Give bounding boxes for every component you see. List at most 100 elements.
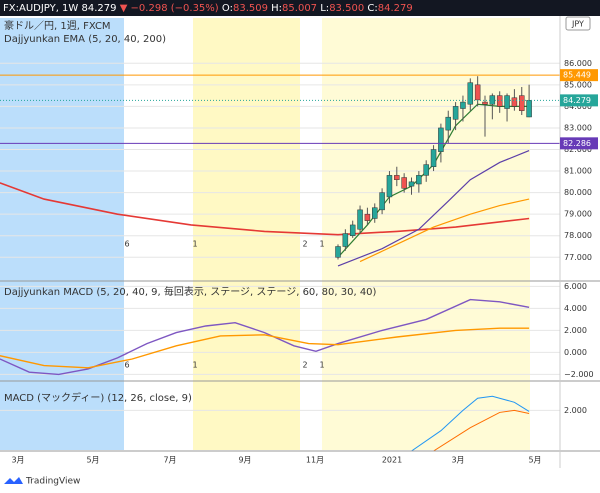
- x-tick-label: 2021: [382, 456, 402, 465]
- line: [433, 409, 530, 451]
- candle-body: [364, 213, 371, 221]
- candle-body: [526, 100, 532, 118]
- c-label: C:: [367, 3, 377, 14]
- last: 84.279: [82, 3, 117, 14]
- y-tick-label: 4.000: [564, 304, 587, 313]
- y-tick-label: 82.000: [564, 145, 592, 154]
- candle-body: [511, 97, 518, 107]
- x-tick-label: 5月: [86, 456, 99, 465]
- header: FX:AUDJPY, 1W 84.279 ▼ −0.298 (−0.35%) O…: [3, 3, 413, 14]
- y-tick-label: 79.000: [564, 210, 592, 219]
- candle-body: [379, 192, 385, 211]
- y-tick-label: 2.000: [564, 406, 587, 415]
- series-group: [0, 76, 532, 267]
- candle-body: [482, 101, 488, 105]
- plot: [0, 62, 560, 451]
- candle-body: [430, 149, 437, 167]
- yellow-band: [193, 18, 300, 450]
- event-marker: 2: [302, 240, 307, 249]
- l-label: L:: [320, 3, 329, 14]
- h-label: H:: [271, 3, 282, 14]
- line: [359, 198, 530, 263]
- candle-body: [445, 116, 451, 131]
- candle-body: [372, 207, 378, 219]
- line: [337, 150, 530, 267]
- o-label: O:: [222, 3, 233, 14]
- series-group: [411, 395, 530, 451]
- blue-band: [0, 18, 124, 450]
- candle-body: [401, 177, 407, 189]
- y-tick-label: 0.000: [564, 348, 587, 357]
- y-tick-label: 77.000: [564, 253, 592, 262]
- candle-body: [416, 175, 422, 185]
- y-tick-label: 80.000: [564, 188, 592, 197]
- event-marker: 1: [192, 361, 197, 370]
- candle-body: [496, 95, 503, 107]
- y-tick-label: 85.000: [564, 80, 592, 89]
- event-marker: 2: [302, 361, 307, 370]
- y-tick-label: 84.000: [564, 102, 592, 111]
- footer-bg: [0, 469, 600, 493]
- open: 83.509: [233, 3, 268, 14]
- line: [0, 327, 530, 369]
- candle-body: [423, 164, 429, 176]
- series-group: [0, 298, 530, 376]
- currency: JPY: [571, 20, 584, 29]
- x-tick-label: 3月: [11, 456, 24, 465]
- y-tick-label: 6.000: [564, 282, 587, 291]
- x-tick-label: 5月: [528, 456, 541, 465]
- x-tick-label: 9月: [238, 456, 251, 465]
- y-tick-label: 83.000: [564, 123, 592, 132]
- pane-title: Dajjyunkan MACD (5, 20, 40, 9, 毎回表示, ステー…: [4, 285, 377, 298]
- pane-title: 豪ドル／円, 1週, FXCM: [4, 19, 111, 32]
- price-tag: [560, 69, 598, 82]
- price-tag-label: 82.286: [563, 139, 591, 148]
- event-marker: 1: [192, 240, 197, 249]
- x-tick-label: 7月: [163, 456, 176, 465]
- y-tick-label: 2.000: [564, 326, 587, 335]
- candle-body: [452, 106, 459, 120]
- header-bar: [0, 0, 600, 16]
- candle-body: [408, 181, 415, 187]
- backgrounds: [0, 18, 530, 450]
- x-tick-label: 11月: [306, 456, 324, 465]
- high: 85.007: [282, 3, 317, 14]
- y-tick-label: 78.000: [564, 231, 592, 240]
- currency-box: [565, 16, 591, 31]
- candle-body: [460, 101, 466, 109]
- price-tag-label: 84.279: [563, 96, 591, 105]
- candle-body: [349, 224, 356, 236]
- logo: [4, 477, 23, 484]
- price-tag: [560, 137, 598, 150]
- event-marker: 1: [319, 361, 324, 370]
- line: [411, 395, 530, 451]
- indicator-title: Dajjyunkan EMA (5, 20, 40, 200): [4, 34, 166, 45]
- low: 83.500: [329, 3, 364, 14]
- candle-body: [394, 175, 400, 180]
- y-tick-label: 86.000: [564, 59, 592, 68]
- y-tick-label: −2.000: [564, 370, 594, 379]
- candle-body: [474, 84, 481, 101]
- line: [0, 298, 530, 376]
- candle-body: [335, 246, 341, 258]
- line: [0, 182, 530, 236]
- event-marker: 6: [124, 361, 129, 370]
- change: ▼ −0.298 (−0.35%): [120, 3, 219, 14]
- event-marker: 1: [319, 240, 324, 249]
- candle-body: [504, 95, 510, 109]
- candle-body: [467, 82, 474, 105]
- price-tag-label: 85.449: [563, 71, 591, 80]
- candle-body: [342, 233, 349, 247]
- pane-title: MACD (マックディー) (12, 26, close, 9): [4, 391, 192, 404]
- candle-body: [386, 175, 393, 198]
- event-marker: 6: [124, 240, 129, 249]
- price-tag: [560, 94, 598, 107]
- candle-body: [438, 127, 444, 152]
- symbol: FX:AUDJPY, 1W: [3, 3, 78, 14]
- y-tick-label: 81.000: [564, 167, 592, 176]
- candle-body: [357, 209, 363, 230]
- close: 84.279: [378, 3, 413, 14]
- footer: TradingView: [25, 477, 80, 487]
- candle-body: [519, 95, 525, 111]
